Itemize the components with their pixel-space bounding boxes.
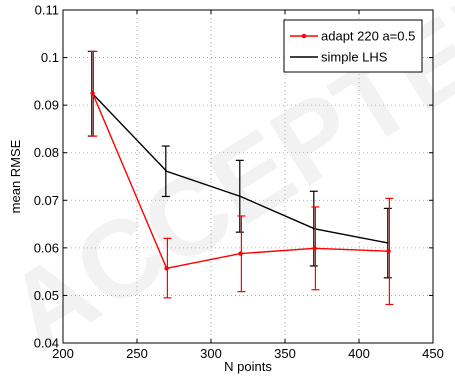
x-tick-label: 200 — [52, 346, 74, 361]
plot-frame — [62, 9, 434, 344]
legend-label: adapt 220 a=0.5 — [321, 29, 415, 44]
series-layer — [87, 50, 394, 306]
legend-marker — [301, 33, 307, 39]
series-0 — [89, 50, 394, 306]
series-1 — [87, 50, 392, 279]
y-tick-label: 0.06 — [34, 240, 59, 255]
data-point — [312, 246, 317, 251]
y-tick-label: 0.09 — [34, 98, 59, 113]
series-line — [92, 93, 389, 244]
ticks — [62, 9, 434, 344]
data-point — [238, 251, 243, 256]
tick-labels: 200 250 300 350 400 450 0.04 0.05 0.06 0.07 0.08 0.… — [34, 3, 444, 362]
legend-label: simple LHS — [321, 50, 388, 65]
x-tick-label: 300 — [200, 346, 222, 361]
x-tick-label: 250 — [126, 346, 148, 361]
y-tick-label: 0.07 — [34, 193, 59, 208]
y-axis-label: mean RMSE — [8, 139, 23, 213]
x-tick-label: 450 — [422, 346, 444, 361]
data-point — [90, 91, 95, 96]
x-tick-label: 350 — [274, 346, 296, 361]
data-point — [386, 248, 391, 254]
y-tick-label: 0.04 — [34, 336, 59, 351]
x-tick-label: 400 — [348, 346, 370, 361]
y-tick-label: 0.1 — [41, 50, 59, 65]
x-axis-label: N points — [224, 359, 272, 374]
legend-box — [283, 19, 423, 73]
legend: adapt 220 a=0.5 simple LHS — [283, 19, 423, 73]
y-tick-label: 0.11 — [35, 3, 59, 18]
data-point — [164, 266, 169, 271]
y-tick-label: 0.08 — [34, 145, 59, 160]
y-tick-label: 0.05 — [34, 288, 59, 303]
